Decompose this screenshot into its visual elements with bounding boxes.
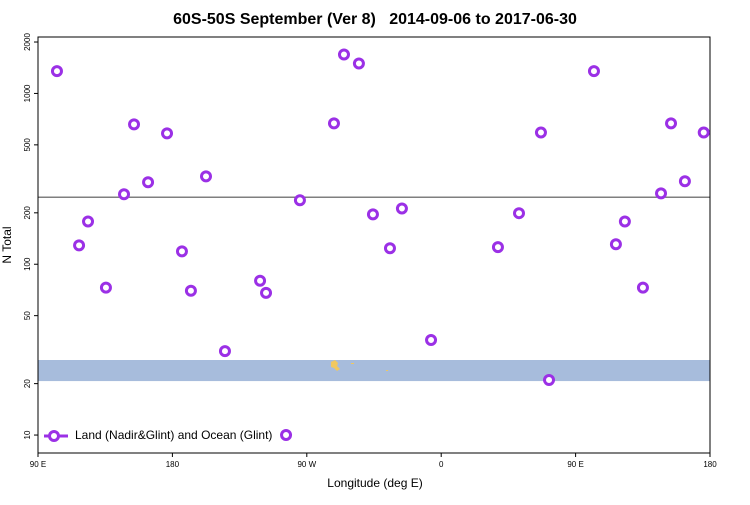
- point: [218, 345, 231, 358]
- point: [175, 245, 188, 258]
- legend-marker: [48, 430, 60, 442]
- point: [337, 48, 350, 61]
- point: [128, 118, 141, 131]
- y-tick-label: 1000: [23, 84, 32, 102]
- band: [38, 360, 710, 382]
- y-tick-label: 50: [23, 311, 32, 320]
- legend-label: Land (Nadir&Glint) and Ocean (Glint): [75, 428, 272, 442]
- point: [491, 241, 504, 254]
- point: [327, 117, 340, 130]
- y-tick-label: 2000: [23, 33, 32, 51]
- land: [331, 360, 388, 371]
- point: [200, 170, 212, 183]
- point: [665, 117, 678, 130]
- point: [697, 126, 710, 139]
- x-tick-label: 90 E: [567, 460, 583, 469]
- point: [678, 175, 691, 188]
- point: [425, 334, 438, 347]
- point: [395, 202, 408, 215]
- point: [543, 374, 556, 387]
- plot-frame: [37, 36, 711, 454]
- point: [352, 57, 365, 70]
- x-tick-label: 0: [439, 460, 444, 469]
- chart-title: 60S-50S September (Ver 8) 2014-09-06 to …: [173, 11, 577, 28]
- point: [184, 284, 197, 297]
- point: [99, 281, 112, 294]
- point: [161, 127, 174, 140]
- y-axis-label: N Total: [0, 226, 14, 263]
- y-tick-label: 200: [23, 206, 32, 220]
- x-tick-label: 180: [703, 460, 717, 469]
- x-tick-label: 90 E: [30, 460, 46, 469]
- point: [280, 429, 293, 442]
- point: [82, 215, 95, 228]
- point: [260, 286, 273, 299]
- point: [513, 207, 526, 220]
- point: [383, 242, 396, 255]
- point: [366, 208, 379, 221]
- point: [587, 65, 600, 78]
- point: [142, 176, 155, 189]
- point: [655, 187, 668, 200]
- point: [609, 238, 622, 251]
- point: [534, 126, 547, 139]
- y-tick-label: 100: [23, 257, 32, 271]
- point: [618, 215, 631, 228]
- point: [636, 281, 649, 294]
- y-tick-label: 10: [23, 430, 32, 439]
- x-tick-label: 180: [166, 460, 180, 469]
- y-tick-label: 20: [23, 379, 32, 388]
- point: [254, 274, 267, 287]
- y-tick-label: 500: [23, 138, 32, 152]
- x-axis-label: Longitude (deg E): [327, 476, 422, 490]
- point: [73, 239, 86, 252]
- point: [50, 65, 63, 78]
- x-tick-label: 90 W: [297, 460, 316, 469]
- point: [118, 188, 131, 201]
- point: [293, 194, 306, 207]
